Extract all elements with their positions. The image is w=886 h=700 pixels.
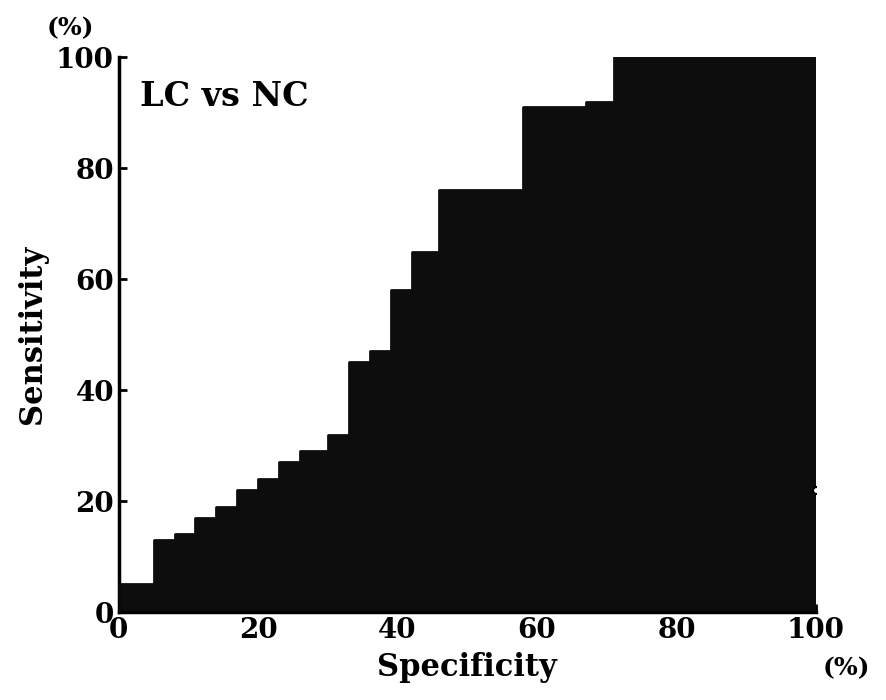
- Polygon shape: [119, 57, 815, 612]
- Text: LC vs NC: LC vs NC: [139, 80, 308, 113]
- X-axis label: Specificity: Specificity: [377, 652, 556, 683]
- Text: (%): (%): [822, 657, 869, 680]
- Y-axis label: Sensitivity: Sensitivity: [17, 245, 48, 424]
- Text: (%): (%): [46, 17, 94, 41]
